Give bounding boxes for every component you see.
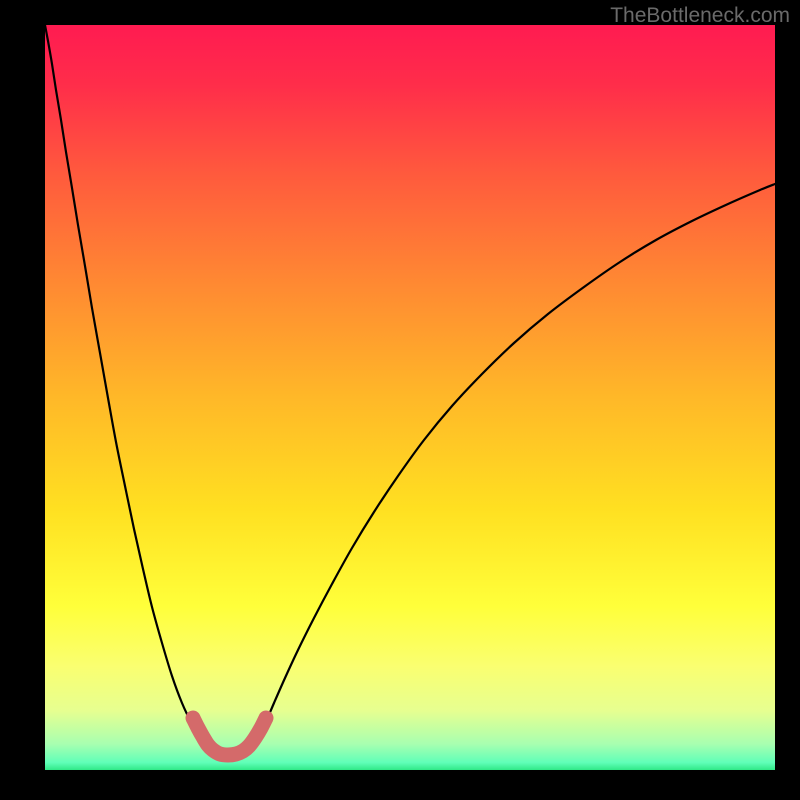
watermark-text: TheBottleneck.com: [610, 4, 790, 28]
gradient-background: [45, 25, 775, 770]
chart-plot-area: [45, 25, 775, 770]
